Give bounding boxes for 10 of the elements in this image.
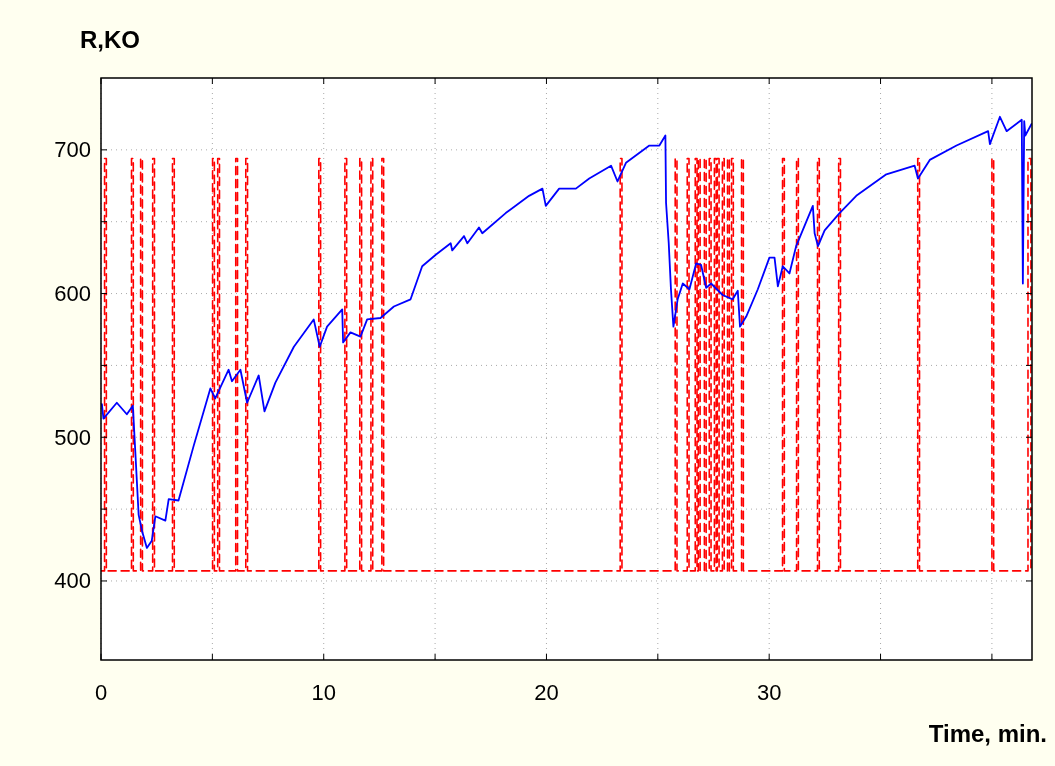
x-tick-label: 10 — [311, 680, 336, 705]
x-tick-label: 20 — [534, 680, 559, 705]
x-axis-title: Time, min. — [928, 720, 1047, 747]
y-tick-label: 600 — [54, 281, 91, 307]
y-tick-label: 700 — [54, 137, 91, 163]
x-tick-label: 0 — [94, 680, 108, 705]
x-tick-label: 30 — [756, 680, 782, 705]
y-tick-label: 400 — [54, 568, 91, 594]
y-axis-title: R,KO — [80, 26, 140, 53]
y-tick-label: 500 — [54, 424, 91, 450]
